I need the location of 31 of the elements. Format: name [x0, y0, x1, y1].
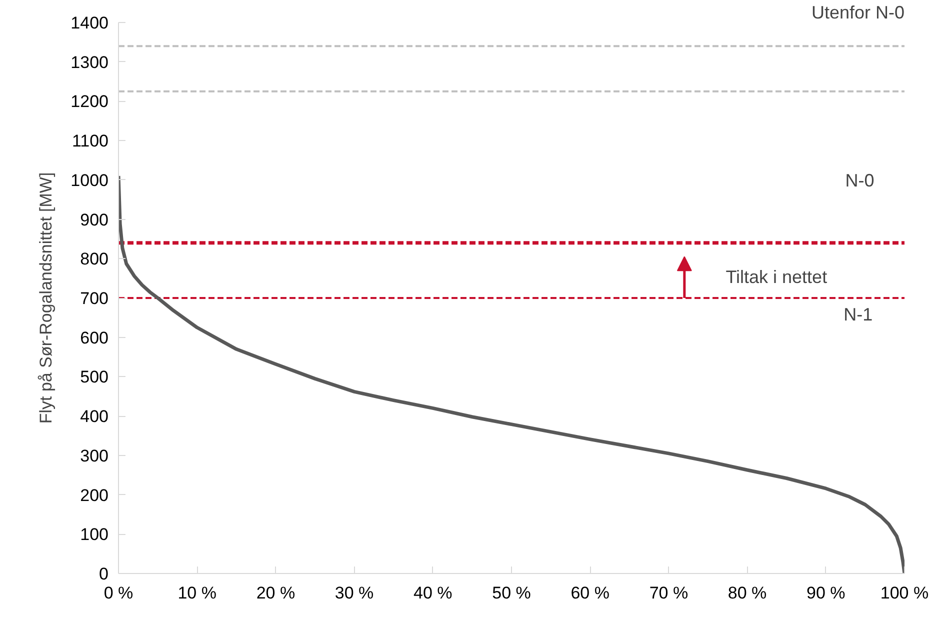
- y-axis-title: Flyt på Sør-Rogalandsnittet [MW]: [36, 172, 56, 424]
- y-tick-label: 1200: [70, 92, 109, 112]
- y-tick-label: 1400: [70, 14, 109, 32]
- y-tick-label: 400: [80, 407, 109, 426]
- x-tick-label: 50 %: [492, 584, 531, 602]
- y-tick-label: 800: [80, 250, 109, 269]
- y-tick-label: 900: [80, 210, 109, 230]
- annotation: Utenfor N-0: [811, 2, 905, 22]
- annotation: N-0: [845, 170, 874, 191]
- y-tick-label: 1300: [70, 52, 109, 72]
- y-tick-label: 100: [80, 525, 109, 544]
- annotation: Tiltak i nettet: [726, 267, 828, 288]
- y-tick-label: 0: [99, 564, 109, 584]
- annotation: N-1: [844, 304, 873, 325]
- x-tick-label: 70 %: [649, 584, 688, 602]
- x-tick-label: 10 %: [178, 584, 216, 602]
- x-tick-label: 60 %: [570, 584, 610, 602]
- y-tick-label: 600: [80, 328, 109, 348]
- y-tick-label: 1100: [72, 132, 109, 151]
- x-tick-label: 100 %: [880, 584, 929, 602]
- x-tick-label: 30 %: [334, 584, 374, 602]
- x-tick-label: 90 %: [806, 584, 846, 602]
- x-tick-label: 80 %: [728, 584, 767, 602]
- x-tick-label: 40 %: [414, 584, 452, 602]
- y-tick-label: 300: [80, 446, 109, 466]
- y-tick-label: 500: [80, 368, 109, 387]
- y-tick-label: 1000: [70, 170, 109, 190]
- x-tick-label: 0 %: [104, 584, 134, 602]
- x-tick-label: 20 %: [256, 584, 296, 602]
- y-tick-label: 200: [80, 486, 109, 505]
- y-tick-label: 700: [80, 289, 109, 308]
